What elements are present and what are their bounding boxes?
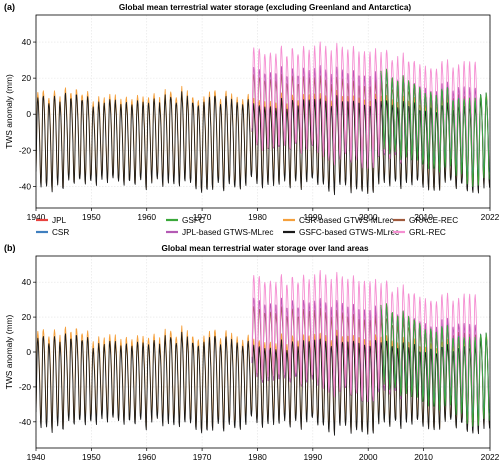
x-tick-label: 1980 xyxy=(248,452,267,462)
y-tick-label: 40 xyxy=(22,277,32,287)
x-tick-label: 1970 xyxy=(193,212,212,222)
series-line-gsfc xyxy=(380,303,490,427)
x-tick-label: 1940 xyxy=(27,212,46,222)
plot-area xyxy=(36,270,490,436)
y-tick-label: -40 xyxy=(19,181,31,191)
legend: JPL CSR GSFC JPL-based GTWS-MLrec CSR-based … xyxy=(36,216,458,237)
plot-frame xyxy=(35,255,491,449)
legend-label-grace-rec: GRACE-REC xyxy=(409,216,458,225)
x-tick-label: 2010 xyxy=(414,452,433,462)
x-tick-label: 1980 xyxy=(248,212,267,222)
series-line-grl-rec xyxy=(251,41,480,178)
panel-a: Global mean terrestrial water storage (e… xyxy=(4,2,500,222)
x-tick-label: 1960 xyxy=(137,212,156,222)
y-tick-label: 40 xyxy=(22,37,32,47)
legend-label-gsfc: GSFC xyxy=(182,216,205,225)
x-tick-label: 1990 xyxy=(304,452,323,462)
legend-label-jpl-based-gtws-mlrec: JPL-based GTWS-MLrec xyxy=(182,228,273,237)
panel-title: Global mean terrestrial water storage ov… xyxy=(161,244,368,253)
y-axis-label: TWS anomaly (mm) xyxy=(4,315,14,390)
x-tick-label: 1950 xyxy=(82,212,101,222)
series-line-gsfc-based-gtws-mlrec xyxy=(36,91,490,196)
x-tick-label: 1960 xyxy=(137,452,156,462)
x-tick-label: 2000 xyxy=(359,452,378,462)
x-tick-label: 1950 xyxy=(82,452,101,462)
y-axis-label: TWS anomaly (mm) xyxy=(4,74,14,149)
series-line-gsfc xyxy=(380,68,490,187)
y-tick-label: -20 xyxy=(19,145,31,155)
plot-area xyxy=(36,41,490,196)
panel-label: (b) xyxy=(4,243,16,253)
series-line-grl-rec xyxy=(251,270,480,415)
y-tick-label: -20 xyxy=(19,382,31,392)
x-tick-label: 2022 xyxy=(481,212,500,222)
panel-b: Global mean terrestrial water storage ov… xyxy=(4,243,500,462)
y-tick-label: -40 xyxy=(19,417,31,427)
legend-label-csr: CSR xyxy=(52,228,69,237)
legend-label-gsfc-based-gtws-mlrec: GSFC-based GTWS-MLrec xyxy=(299,228,399,237)
y-tick-label: 0 xyxy=(26,109,31,119)
x-tick-label: 1940 xyxy=(27,452,46,462)
panel-label: (a) xyxy=(4,2,15,12)
x-tick-label: 1970 xyxy=(193,452,212,462)
y-tick-label: 20 xyxy=(22,312,32,322)
x-tick-label: 2000 xyxy=(359,212,378,222)
legend-label-grl-rec: GRL-REC xyxy=(409,228,446,237)
y-tick-label: 20 xyxy=(22,73,32,83)
legend-label-jpl: JPL xyxy=(52,216,67,225)
y-tick-label: 0 xyxy=(26,347,31,357)
plot-frame xyxy=(35,14,491,209)
x-tick-label: 1990 xyxy=(304,212,323,222)
x-tick-label: 2010 xyxy=(414,212,433,222)
legend-label-csr-based-gtws-mlrec: CSR-based GTWS-MLrec xyxy=(299,216,394,225)
series-line-gsfc-based-gtws-mlrec xyxy=(36,331,490,436)
x-tick-label: 2022 xyxy=(481,452,500,462)
panel-title: Global mean terrestrial water storage (e… xyxy=(119,3,412,12)
